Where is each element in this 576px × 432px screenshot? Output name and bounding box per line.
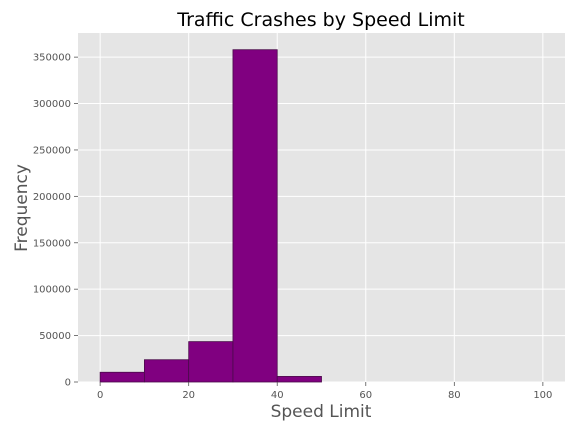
x-tick-label: 20 — [182, 390, 195, 401]
x-tick-label: 40 — [271, 390, 284, 401]
y-tick-label: 150000 — [33, 238, 71, 249]
plot-area — [78, 33, 565, 382]
bars — [99, 49, 322, 383]
histogram-bar — [99, 371, 145, 383]
y-tick-label: 0 — [65, 378, 71, 389]
y-tick-label: 350000 — [33, 53, 71, 64]
histogram-bar — [188, 341, 234, 383]
x-tick-label: 100 — [533, 390, 552, 401]
histogram-bar — [144, 359, 190, 383]
grid-lines — [78, 33, 565, 383]
y-tick-label: 100000 — [33, 285, 71, 296]
x-tick-label: 80 — [448, 390, 461, 401]
histogram-bar — [232, 49, 278, 383]
x-axis-label: Speed Limit — [271, 402, 372, 422]
chart-title: Traffic Crashes by Speed Limit — [176, 9, 464, 31]
y-tick-label: 300000 — [33, 99, 71, 110]
y-tick-label: 250000 — [33, 145, 71, 156]
x-tick-label: 0 — [97, 390, 103, 401]
x-axis-ticks: 0 20 40 60 80 100 — [97, 382, 552, 401]
y-axis-label: Frequency — [12, 164, 32, 252]
histogram-bar — [276, 376, 322, 383]
y-axis-ticks: 0 50000 100000 150000 200000 250000 300000 3500… — [33, 53, 78, 389]
y-tick-label: 50000 — [39, 331, 71, 342]
x-tick-label: 60 — [359, 390, 372, 401]
y-tick-label: 200000 — [33, 192, 71, 203]
